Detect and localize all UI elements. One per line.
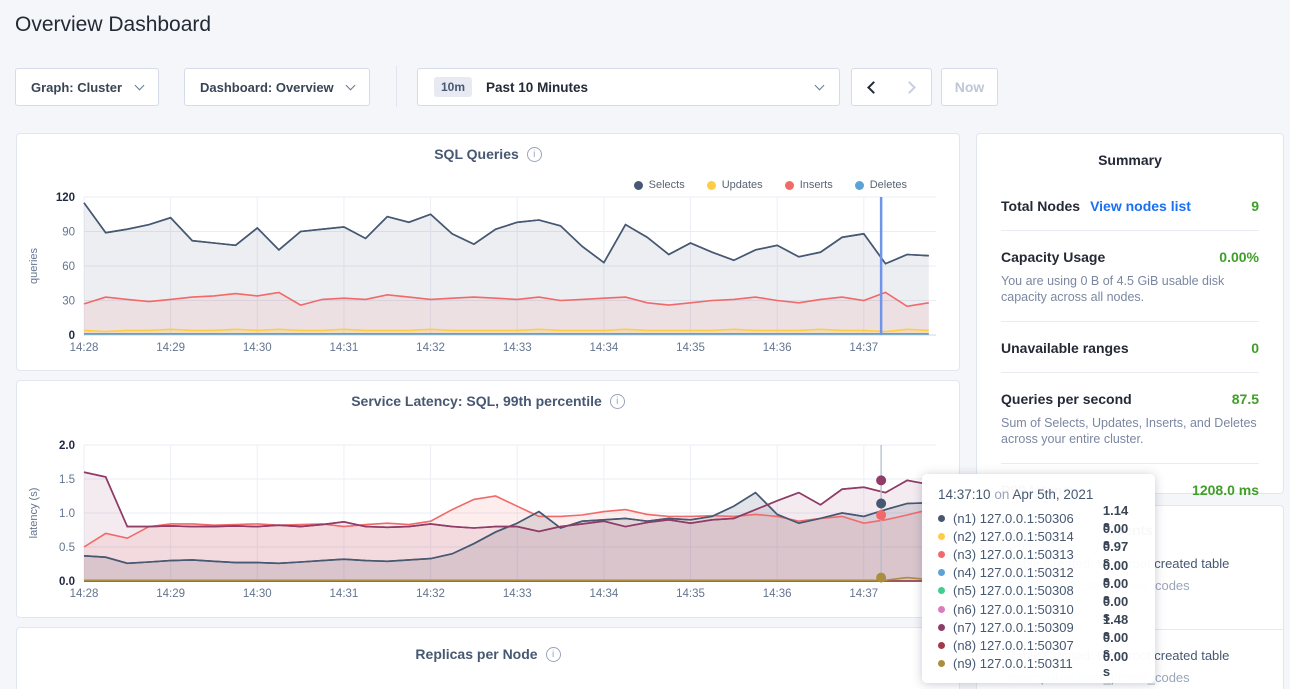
summary-row-subtext: You are using 0 B of 4.5 GiB usable disk… xyxy=(1001,273,1259,305)
time-next-button[interactable] xyxy=(891,68,932,106)
graph-selector-label: Graph: Cluster xyxy=(31,80,122,95)
page-title: Overview Dashboard xyxy=(15,13,211,37)
dashboard-selector-dropdown[interactable]: Dashboard: Overview xyxy=(184,68,370,106)
svg-text:14:34: 14:34 xyxy=(589,588,618,600)
summary-row-label: Unavailable ranges xyxy=(1001,340,1129,356)
summary-row-value: 1208.0 ms xyxy=(1192,482,1259,498)
tooltip-timestamp: 14:37:10 on Apr 5th, 2021 xyxy=(938,487,1139,502)
node-color-dot-icon xyxy=(938,642,945,649)
node-color-dot-icon xyxy=(938,624,945,631)
toolbar-divider xyxy=(396,66,397,107)
chevron-right-icon xyxy=(903,81,916,94)
replicas-per-node-panel: Replicas per Node i xyxy=(16,627,960,689)
chevron-left-icon xyxy=(867,81,880,94)
svg-text:0.5: 0.5 xyxy=(59,542,75,554)
node-color-dot-icon xyxy=(938,587,945,594)
dashboard-selector-label: Dashboard: Overview xyxy=(200,80,334,95)
svg-text:30: 30 xyxy=(62,296,75,308)
summary-row-value: 87.5 xyxy=(1232,391,1259,407)
info-icon[interactable]: i xyxy=(546,647,561,662)
node-color-dot-icon xyxy=(938,515,945,522)
summary-capacity-usage: Capacity Usage 0.00% You are using 0 B o… xyxy=(1001,231,1259,322)
node-color-dot-icon xyxy=(938,660,945,667)
tooltip-node-row: (n9) 127.0.0.1:503110.00 s xyxy=(938,655,1139,673)
svg-text:latency (s): latency (s) xyxy=(28,488,40,539)
sql-queries-panel: SQL Queries i SelectsUpdatesInsertsDelet… xyxy=(16,133,960,371)
summary-total-nodes: Total Nodes View nodes list 9 xyxy=(1001,168,1259,231)
time-range-label: Past 10 Minutes xyxy=(486,80,588,95)
svg-text:14:29: 14:29 xyxy=(156,588,185,600)
now-button-label: Now xyxy=(955,79,985,95)
sql-queries-chart[interactable]: 0 30 60 90 120 14:28 14:29 14:30 14:31 14:32 14:33… xyxy=(17,134,959,370)
svg-text:14:33: 14:33 xyxy=(503,342,532,354)
summary-row-value: 9 xyxy=(1251,198,1259,214)
node-color-dot-icon xyxy=(938,606,945,613)
svg-text:0.0: 0.0 xyxy=(59,576,75,588)
service-latency-panel: Service Latency: SQL, 99th percentile i … xyxy=(16,380,960,618)
summary-title: Summary xyxy=(977,134,1283,168)
svg-text:1.5: 1.5 xyxy=(59,474,75,486)
chevron-down-icon xyxy=(135,80,145,90)
svg-text:2.0: 2.0 xyxy=(59,440,75,452)
svg-text:14:31: 14:31 xyxy=(330,342,359,354)
node-color-dot-icon xyxy=(938,551,945,558)
summary-row-subtext: Sum of Selects, Updates, Inserts, and De… xyxy=(1001,415,1259,447)
summary-queries-per-second: Queries per second 87.5 Sum of Selects, … xyxy=(1001,373,1259,464)
time-range-badge: 10m xyxy=(434,77,472,97)
svg-text:14:30: 14:30 xyxy=(243,342,272,354)
svg-text:1.0: 1.0 xyxy=(59,508,75,520)
svg-text:14:32: 14:32 xyxy=(416,342,445,354)
node-color-dot-icon xyxy=(938,533,945,540)
svg-text:14:31: 14:31 xyxy=(330,588,359,600)
replicas-chart-title: Replicas per Node i xyxy=(17,646,959,662)
summary-unavailable-ranges: Unavailable ranges 0 xyxy=(1001,322,1259,373)
summary-row-value: 0 xyxy=(1251,340,1259,356)
summary-row-label: Queries per second xyxy=(1001,391,1132,407)
svg-text:0: 0 xyxy=(69,330,75,342)
svg-text:14:30: 14:30 xyxy=(243,588,272,600)
svg-text:14:35: 14:35 xyxy=(676,588,705,600)
summary-row-label: Total Nodes xyxy=(1001,198,1080,214)
node-color-dot-icon xyxy=(938,569,945,576)
view-nodes-list-link[interactable]: View nodes list xyxy=(1090,198,1191,214)
svg-text:60: 60 xyxy=(62,261,75,273)
svg-text:14:34: 14:34 xyxy=(589,342,618,354)
service-latency-chart[interactable]: 0.0 0.5 1.0 1.5 2.0 14:28 14:29 14:30 14:31 14:32… xyxy=(17,381,959,617)
svg-text:14:35: 14:35 xyxy=(676,342,705,354)
time-range-dropdown[interactable]: 10m Past 10 Minutes xyxy=(417,68,840,106)
svg-text:14:36: 14:36 xyxy=(763,342,792,354)
graph-selector-dropdown[interactable]: Graph: Cluster xyxy=(15,68,159,106)
svg-text:120: 120 xyxy=(56,192,75,204)
svg-text:14:28: 14:28 xyxy=(70,342,99,354)
svg-text:14:37: 14:37 xyxy=(849,588,878,600)
svg-text:14:33: 14:33 xyxy=(503,588,532,600)
svg-text:14:28: 14:28 xyxy=(70,588,99,600)
svg-text:14:32: 14:32 xyxy=(416,588,445,600)
chart-hover-tooltip: 14:37:10 on Apr 5th, 2021 (n1) 127.0.0.1… xyxy=(922,474,1155,683)
svg-text:queries: queries xyxy=(28,247,40,284)
svg-text:90: 90 xyxy=(62,227,75,239)
now-button[interactable]: Now xyxy=(941,68,998,106)
summary-panel: Summary Total Nodes View nodes list 9 Ca… xyxy=(976,133,1284,494)
time-prev-button[interactable] xyxy=(851,68,892,106)
svg-text:14:29: 14:29 xyxy=(156,342,185,354)
svg-text:14:37: 14:37 xyxy=(849,342,878,354)
chevron-down-icon xyxy=(815,80,825,90)
chevron-down-icon xyxy=(346,80,356,90)
summary-row-label: Capacity Usage xyxy=(1001,249,1105,265)
summary-row-value: 0.00% xyxy=(1219,249,1259,265)
tooltip-node-rows: (n1) 127.0.0.1:503061.14 s(n2) 127.0.0.1… xyxy=(938,509,1139,673)
svg-text:14:36: 14:36 xyxy=(763,588,792,600)
